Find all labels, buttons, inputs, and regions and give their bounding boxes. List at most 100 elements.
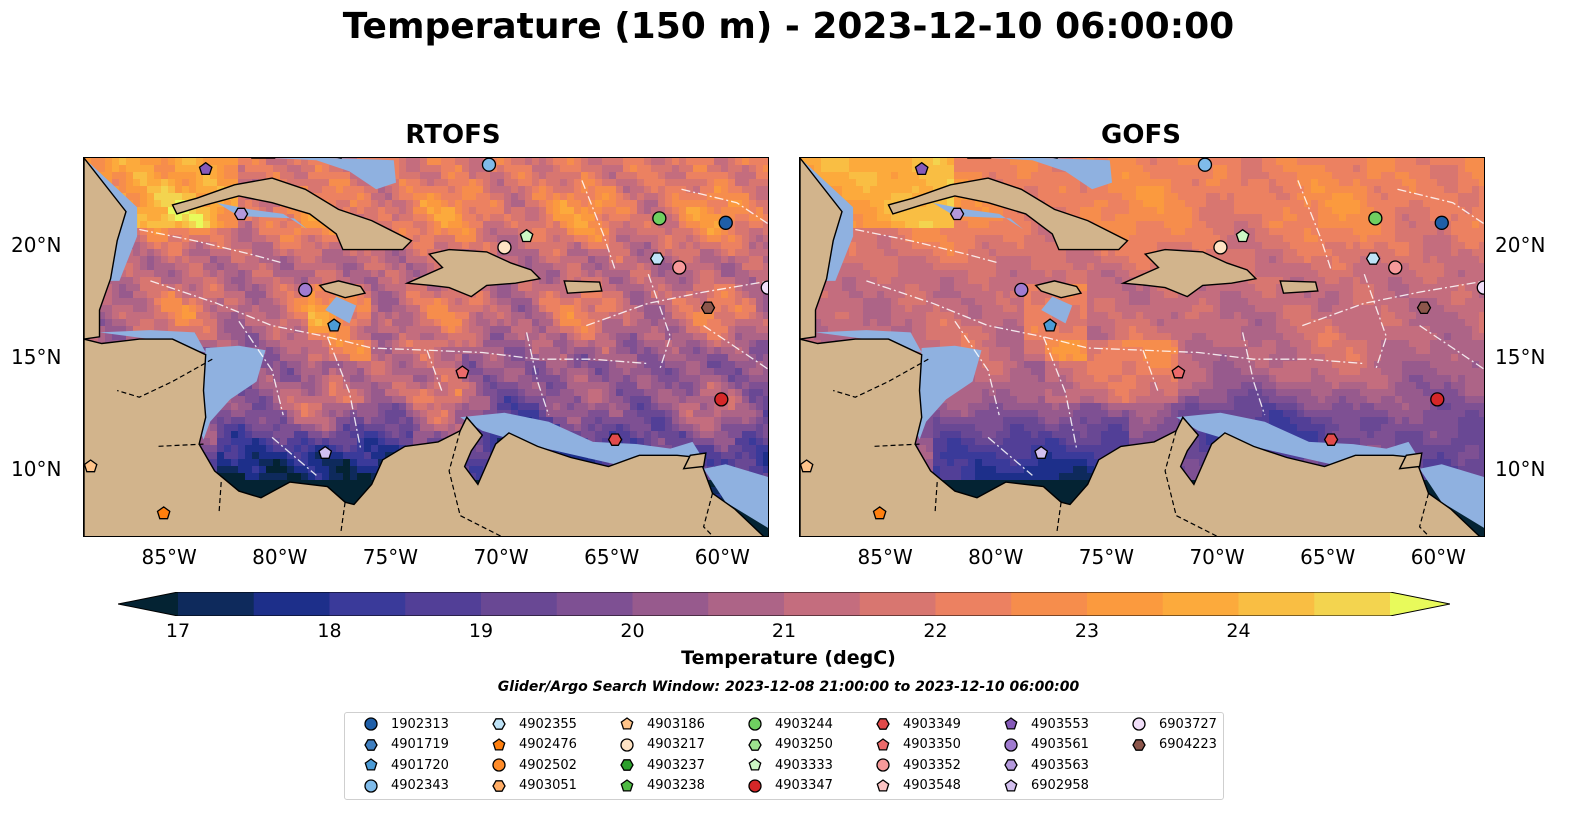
float-marker-6902958[interactable] <box>318 445 333 459</box>
float-marker-4903563[interactable] <box>233 207 249 221</box>
colorbar-segment <box>1238 592 1315 616</box>
float-marker-1902313[interactable] <box>1434 215 1449 230</box>
float-marker-4902476[interactable] <box>872 506 887 520</box>
country-border <box>702 493 714 536</box>
legend-label: 1902313 <box>391 716 449 732</box>
float-marker-4901720[interactable] <box>1043 318 1057 332</box>
legend-label: 6903727 <box>1159 716 1217 732</box>
eez-boundary <box>1142 349 1160 393</box>
colorbar-segment <box>405 592 482 616</box>
float-marker-4902355[interactable] <box>649 252 665 265</box>
float-marker-4903244[interactable] <box>1368 211 1383 226</box>
legend-marker-pentagon <box>364 758 378 771</box>
float-marker-4903553[interactable] <box>198 161 213 176</box>
lon-tick-label: 75°W <box>362 545 419 569</box>
legend-label: 4903051 <box>519 778 577 793</box>
eez-boundary <box>647 273 672 371</box>
legend-item-4902343: 4902343 <box>363 778 449 794</box>
float-marker-6902958[interactable] <box>1034 445 1049 459</box>
legend-marker-hexagon <box>1132 738 1146 751</box>
eez-boundary <box>987 436 1033 476</box>
legend-item-4902476: 4902476 <box>491 737 577 753</box>
country-border <box>218 482 222 514</box>
float-marker-4901720[interactable] <box>327 318 341 332</box>
shelf-bahamas <box>988 158 1112 190</box>
float-marker-4903347[interactable] <box>714 392 729 407</box>
legend-label: 4903548 <box>903 778 961 793</box>
lon-tick-label: 85°W <box>857 545 913 569</box>
shelf-jamaicaS <box>1041 296 1073 324</box>
legend-label: 4903347 <box>775 778 833 793</box>
lon-tick-label: 75°W <box>1078 545 1135 569</box>
legend-marker-pentagon <box>492 737 506 751</box>
legend-item-4903237: 4903237 <box>619 757 705 773</box>
legend-marker-pentagon <box>1004 717 1018 730</box>
eez-boundary <box>1419 325 1484 370</box>
country-border <box>1164 430 1218 536</box>
eez-boundary <box>954 320 1000 416</box>
float-marker-4902355[interactable] <box>1365 252 1381 265</box>
colorbar-extend-high <box>1390 592 1450 616</box>
lon-tick-label: 80°W <box>252 545 308 569</box>
float-marker-6904223[interactable] <box>700 301 716 315</box>
eez-boundary <box>326 336 362 449</box>
legend-item-6904223: 6904223 <box>1131 737 1217 753</box>
country-border <box>1418 493 1430 536</box>
rtofs-map[interactable] <box>83 157 769 537</box>
float-marker-4903217[interactable] <box>1213 240 1228 255</box>
colorbar-segment <box>1314 592 1391 616</box>
legend-label: 4903561 <box>1031 737 1089 752</box>
colorbar-tick-label: 17 <box>165 620 191 642</box>
float-marker-4903186[interactable] <box>84 459 98 473</box>
legend-label: 4903238 <box>647 778 705 793</box>
float-marker-4902476[interactable] <box>156 506 171 520</box>
float-marker-6903727[interactable] <box>760 280 769 295</box>
legend-item-4903238: 4903238 <box>619 778 705 794</box>
float-marker-1902313[interactable] <box>718 215 733 230</box>
legend-label: 4902502 <box>519 757 577 773</box>
float-marker-4903333[interactable] <box>519 228 534 243</box>
colorbar-tick-label: 23 <box>1074 620 1100 642</box>
float-marker-6903727[interactable] <box>1476 280 1485 295</box>
eez-boundary <box>1297 180 1332 271</box>
float-marker-6904223[interactable] <box>1416 301 1432 315</box>
shelf-jamaicaS <box>325 296 357 324</box>
float-marker-4903350[interactable] <box>455 365 470 379</box>
eez-boundary <box>1042 336 1078 449</box>
float-marker-4902343[interactable] <box>481 158 497 172</box>
legend-marker-pentagon <box>748 758 762 771</box>
float-marker-4903349[interactable] <box>1323 433 1339 446</box>
legend-marker-pentagon <box>620 717 634 730</box>
legend-item-4901719: 4901719 <box>363 737 449 753</box>
colorbar-segment <box>1011 592 1088 616</box>
float-marker-4903561[interactable] <box>298 282 313 298</box>
eez-boundary <box>525 332 550 416</box>
float-marker-4903217[interactable] <box>497 240 512 255</box>
legend-marker-hexagon <box>492 779 506 792</box>
float-marker-4903553[interactable] <box>914 161 929 176</box>
float-marker-4902343[interactable] <box>1197 158 1213 172</box>
float-marker-4903333[interactable] <box>1235 228 1250 243</box>
float-marker-4903350[interactable] <box>1171 365 1186 379</box>
colorbar-segment <box>708 592 785 616</box>
float-marker-4903352[interactable] <box>672 260 687 275</box>
float-marker-4903352[interactable] <box>1388 260 1403 275</box>
gofs-map[interactable] <box>799 157 1485 537</box>
legend-label: 4902355 <box>519 716 577 732</box>
land-jamaica <box>1034 280 1083 299</box>
legend-item-4903347: 4903347 <box>747 778 833 794</box>
float-marker-4903347[interactable] <box>1430 392 1445 407</box>
eez-boundary <box>238 320 284 416</box>
float-marker-4903186[interactable] <box>800 459 814 473</box>
float-marker-4903244[interactable] <box>652 211 667 226</box>
legend-label: 4903217 <box>647 737 705 752</box>
float-marker-4903561[interactable] <box>1014 282 1029 298</box>
country-border <box>1182 416 1199 436</box>
eez-boundary <box>1363 273 1388 371</box>
colorbar-segment <box>178 592 255 616</box>
country-border <box>466 416 483 436</box>
float-marker-4903349[interactable] <box>607 433 623 446</box>
shelf-honduras <box>99 330 206 353</box>
float-marker-4903563[interactable] <box>949 207 965 221</box>
colorbar-tick-label: 19 <box>468 620 494 642</box>
